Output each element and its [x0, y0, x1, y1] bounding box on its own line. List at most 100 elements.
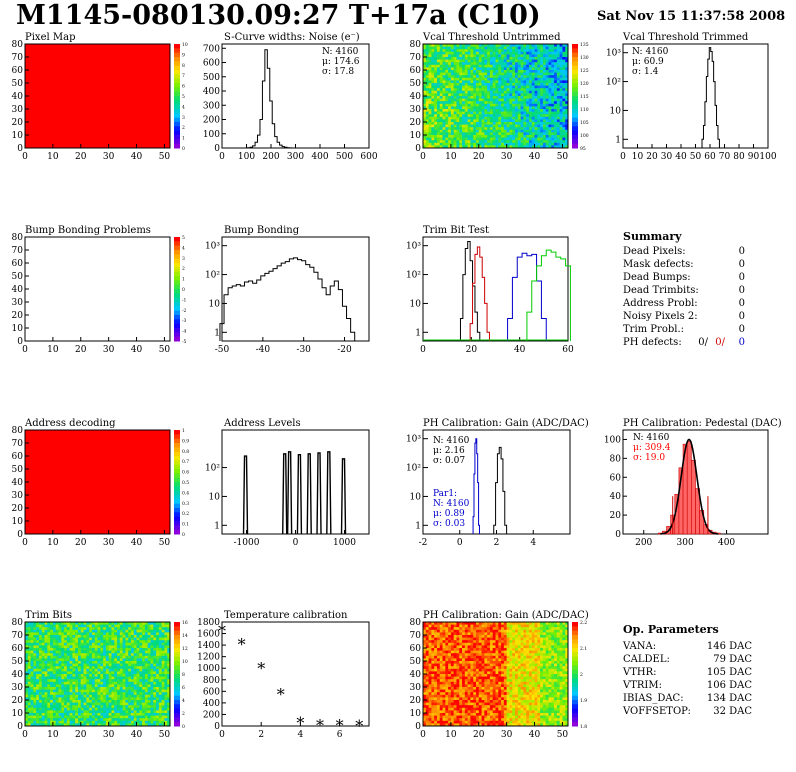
heatmap-cell	[122, 666, 126, 670]
heatmap-cell	[495, 140, 499, 144]
heatmap-cell	[133, 720, 137, 724]
heatmap-cell	[83, 627, 87, 631]
heatmap-cell	[509, 64, 513, 68]
heatmap-cell	[139, 624, 143, 628]
heatmap-cell	[72, 655, 76, 659]
heatmap-cell	[27, 720, 31, 724]
heatmap-cell	[565, 77, 569, 81]
colorbar-label: 0.1	[182, 522, 189, 528]
heatmap-cell	[33, 707, 37, 711]
heatmap-cell	[94, 707, 98, 711]
heatmap-cell	[161, 700, 165, 703]
heatmap-cell	[77, 676, 82, 680]
heatmap-cell	[439, 140, 443, 144]
heatmap-cell	[108, 676, 112, 680]
heatmap-cell	[64, 713, 68, 716]
heatmap-cell	[50, 624, 54, 628]
heatmap-cell	[528, 127, 533, 131]
heatmap-cell	[481, 59, 485, 63]
heatmap-cell	[52, 658, 57, 662]
heatmap-cell	[428, 67, 432, 71]
heatmap-cell	[117, 635, 121, 638]
heatmap-cell	[111, 692, 115, 696]
heatmap-cell	[459, 57, 463, 60]
heatmap-cell	[111, 627, 115, 631]
y-tick-label: 70	[12, 631, 24, 641]
heatmap-cell	[545, 140, 549, 144]
heatmap-cell	[66, 632, 71, 636]
heatmap-cell	[512, 145, 516, 149]
heatmap-cell	[167, 627, 171, 631]
heatmap-cell	[473, 96, 477, 99]
heatmap-cell	[464, 142, 469, 146]
heatmap-cell	[509, 135, 513, 138]
heatmap-cell	[423, 640, 427, 644]
heatmap-cell	[473, 64, 477, 68]
heatmap-cell	[498, 67, 502, 71]
heatmap-cell	[30, 681, 34, 685]
heatmap-cell	[467, 64, 471, 68]
colorbar-label: 125	[580, 68, 589, 74]
heatmap-cell	[103, 650, 107, 654]
heatmap-cell	[114, 705, 118, 709]
heatmap-cell	[470, 109, 474, 112]
heatmap-cell	[86, 679, 90, 683]
heatmap-cell	[133, 645, 137, 649]
heatmap-cell	[509, 106, 513, 110]
heatmap-cell	[33, 663, 37, 667]
heatmap-cell	[41, 658, 45, 662]
heatmap-cell	[72, 710, 76, 714]
heatmap-cell	[537, 90, 541, 94]
heatmap-cell	[556, 54, 561, 58]
heatmap-cell	[130, 650, 135, 654]
heatmap-cell	[517, 101, 521, 105]
heatmap-cell	[25, 658, 29, 662]
heatmap-cell	[467, 642, 471, 646]
heatmap-cell	[562, 62, 566, 66]
heatmap-cell	[556, 132, 561, 136]
heatmap-cell	[128, 640, 132, 644]
heatmap-cell	[147, 715, 151, 719]
heatmap-cell	[30, 684, 34, 688]
heatmap-cell	[100, 689, 104, 693]
heatmap-cell	[150, 624, 154, 628]
heatmap-cell	[523, 137, 527, 141]
heatmap-cell	[61, 671, 65, 675]
heatmap-cell	[111, 624, 115, 628]
heatmap-cell	[122, 658, 126, 662]
heatmap-cell	[36, 635, 40, 638]
heatmap-cell	[442, 119, 446, 123]
heatmap-cell	[425, 127, 429, 131]
heatmap-cell	[498, 44, 502, 47]
heatmap-cell	[38, 624, 43, 628]
heatmap-cell	[36, 674, 40, 677]
heatmap-cell	[423, 114, 427, 118]
heatmap-cell	[481, 93, 485, 97]
heatmap-cell	[531, 642, 535, 646]
heatmap-cell	[542, 72, 547, 76]
heatmap-cell	[565, 96, 569, 99]
heatmap-cell	[47, 622, 51, 625]
heatmap-cell	[520, 132, 524, 136]
heatmap-cell	[130, 720, 135, 724]
heatmap-cell	[94, 689, 98, 693]
heatmap-cell	[47, 697, 51, 701]
heatmap-cell	[542, 98, 547, 102]
panel-title-bump-bonding: Bump Bonding	[224, 225, 300, 236]
heatmap-cell	[94, 627, 98, 631]
heatmap-cell	[551, 75, 555, 79]
heatmap-cell	[77, 689, 82, 693]
heatmap-cell	[91, 687, 96, 690]
heatmap-cell	[25, 629, 29, 633]
heatmap-cell	[122, 710, 126, 714]
heatmap-cell	[38, 674, 43, 677]
heatmap-cell	[431, 70, 435, 73]
heatmap-cell	[142, 718, 146, 722]
heatmap-cell	[542, 637, 547, 641]
heatmap-cell	[442, 129, 446, 133]
heatmap-cell	[434, 642, 438, 646]
heatmap-cell	[448, 114, 452, 118]
heatmap-cell	[61, 668, 65, 672]
heatmap-cell	[481, 129, 485, 133]
heatmap-cell	[509, 49, 513, 53]
